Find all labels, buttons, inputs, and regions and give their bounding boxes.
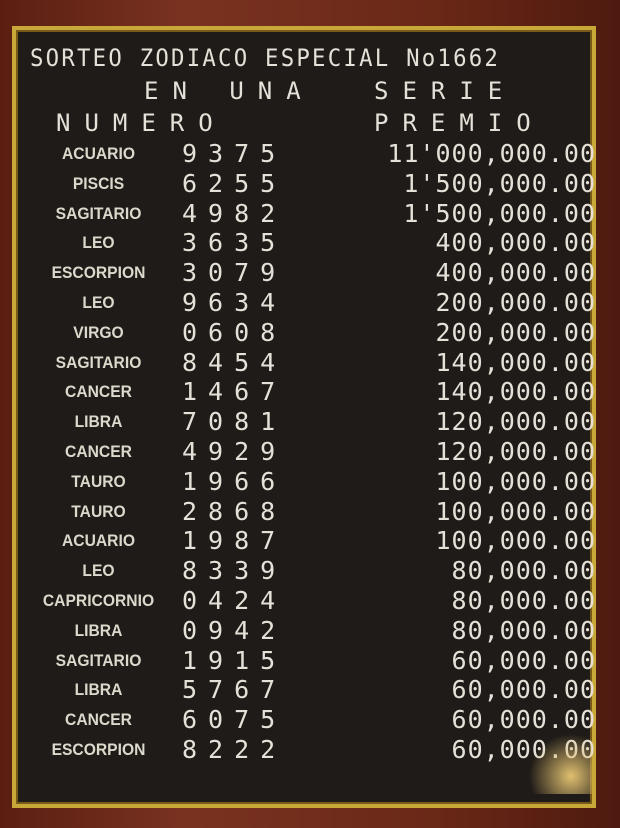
winning-number: 1467 — [182, 377, 287, 407]
winning-number: 0608 — [182, 317, 287, 347]
prize-amount: 60,000.00 — [451, 675, 596, 705]
winning-number: 8222 — [182, 735, 287, 764]
result-row: SAGITARIO 1915 60,000.00 — [16, 646, 600, 675]
winning-number: 4929 — [182, 437, 287, 466]
result-row: CAPRICORNIO 0424 80,000.00 — [16, 586, 600, 615]
winning-number: 1987 — [182, 526, 287, 556]
zodiac-sign: LIBRA — [74, 412, 123, 432]
zodiac-sign: CANCER — [65, 710, 132, 730]
result-row: ESCORPION 8222 60,000.00 — [16, 735, 600, 764]
zodiac-sign: CANCER — [65, 442, 132, 461]
winning-number: 1915 — [182, 645, 287, 675]
zodiac-sign: LEO — [82, 293, 115, 312]
result-row: SAGITARIO 4982 1'500,000.00 — [16, 199, 600, 228]
zodiac-sign: TAURO — [71, 471, 126, 491]
light-glare — [522, 734, 592, 794]
winning-number: 0424 — [182, 586, 287, 615]
result-row: TAURO 1966 100,000.00 — [16, 467, 600, 496]
result-row: ACUARIO 1987 100,000.00 — [16, 526, 600, 555]
result-row: LEO 8339 80,000.00 — [16, 556, 600, 585]
result-row: VIRGO 0608 200,000.00 — [16, 318, 600, 347]
zodiac-sign: VIRGO — [73, 322, 124, 342]
result-row: CANCER 4929 120,000.00 — [16, 437, 600, 466]
result-row: TAURO 2868 100,000.00 — [16, 497, 600, 526]
prize-amount: 80,000.00 — [451, 615, 596, 645]
winning-number: 7081 — [182, 407, 287, 437]
prize-amount: 100,000.00 — [435, 496, 596, 526]
prize-amount: 400,000.00 — [435, 228, 596, 258]
winning-number: 4982 — [182, 198, 287, 228]
result-row: ACUARIO 9375 11'000,000.00 — [16, 139, 600, 168]
zodiac-sign: SAGITARIO — [55, 650, 142, 670]
winning-number: 6255 — [182, 168, 287, 198]
result-row: LEO 9634 200,000.00 — [16, 288, 600, 317]
prize-amount: 11'000,000.00 — [387, 139, 596, 168]
column-header-prize: PREMIO — [374, 109, 545, 137]
prize-amount: 100,000.00 — [435, 466, 596, 496]
winning-number: 0942 — [182, 615, 287, 645]
results-board: SORTEO ZODIACO ESPECIAL No1662 EN UNA SE… — [12, 26, 596, 808]
winning-number: 9634 — [182, 288, 287, 317]
prize-amount: 60,000.00 — [451, 645, 596, 675]
result-row: LIBRA 0942 80,000.00 — [16, 616, 600, 645]
zodiac-sign: ESCORPION — [51, 740, 146, 759]
winning-number: 8454 — [182, 347, 287, 377]
result-row: PISCIS 6255 1'500,000.00 — [16, 169, 600, 198]
zodiac-sign: CAPRICORNIO — [42, 591, 155, 610]
zodiac-sign: TAURO — [71, 501, 126, 521]
zodiac-sign: SAGITARIO — [55, 352, 142, 372]
result-row: LIBRA 7081 120,000.00 — [16, 407, 600, 436]
result-row: ESCORPION 3079 400,000.00 — [16, 258, 600, 287]
prize-amount: 1'500,000.00 — [403, 168, 596, 198]
result-row: SAGITARIO 8454 140,000.00 — [16, 348, 600, 377]
prize-amount: 120,000.00 — [435, 437, 596, 466]
winning-number: 5767 — [182, 675, 287, 705]
zodiac-sign: ACUARIO — [62, 144, 135, 163]
winning-number: 1966 — [182, 466, 287, 496]
prize-amount: 200,000.00 — [435, 317, 596, 347]
column-header-number: NUMERO — [56, 109, 227, 137]
prize-amount: 120,000.00 — [435, 407, 596, 437]
zodiac-sign: PISCIS — [72, 173, 125, 193]
prize-amount: 400,000.00 — [435, 258, 596, 288]
winning-number: 6075 — [182, 705, 287, 735]
zodiac-sign: LIBRA — [74, 680, 123, 700]
winning-number: 3635 — [182, 228, 287, 258]
subtitle-left: EN UNA — [144, 77, 315, 105]
zodiac-sign: CANCER — [65, 382, 132, 402]
result-row: LEO 3635 400,000.00 — [16, 228, 600, 257]
zodiac-sign: LEO — [82, 233, 115, 253]
prize-amount: 80,000.00 — [451, 556, 596, 586]
result-row: CANCER 6075 60,000.00 — [16, 705, 600, 734]
subtitle-right: SERIE — [374, 77, 517, 105]
zodiac-sign: ACUARIO — [62, 531, 135, 551]
prize-amount: 1'500,000.00 — [403, 198, 596, 228]
zodiac-sign: LIBRA — [74, 620, 123, 640]
prize-amount: 140,000.00 — [435, 377, 596, 407]
zodiac-sign: SAGITARIO — [55, 203, 142, 223]
prize-amount: 100,000.00 — [435, 526, 596, 556]
winning-number: 8339 — [182, 556, 287, 586]
winning-number: 2868 — [182, 496, 287, 526]
board-title: SORTEO ZODIACO ESPECIAL No1662 — [30, 44, 501, 72]
zodiac-sign: LEO — [82, 561, 115, 581]
prize-amount: 140,000.00 — [435, 347, 596, 377]
winning-number: 3079 — [182, 258, 287, 288]
prize-amount: 200,000.00 — [435, 288, 596, 317]
result-row: LIBRA 5767 60,000.00 — [16, 675, 600, 704]
zodiac-sign: ESCORPION — [51, 263, 146, 283]
winning-number: 9375 — [182, 139, 287, 168]
result-row: CANCER 1467 140,000.00 — [16, 377, 600, 406]
prize-amount: 80,000.00 — [451, 586, 596, 615]
prize-amount: 60,000.00 — [451, 705, 596, 735]
